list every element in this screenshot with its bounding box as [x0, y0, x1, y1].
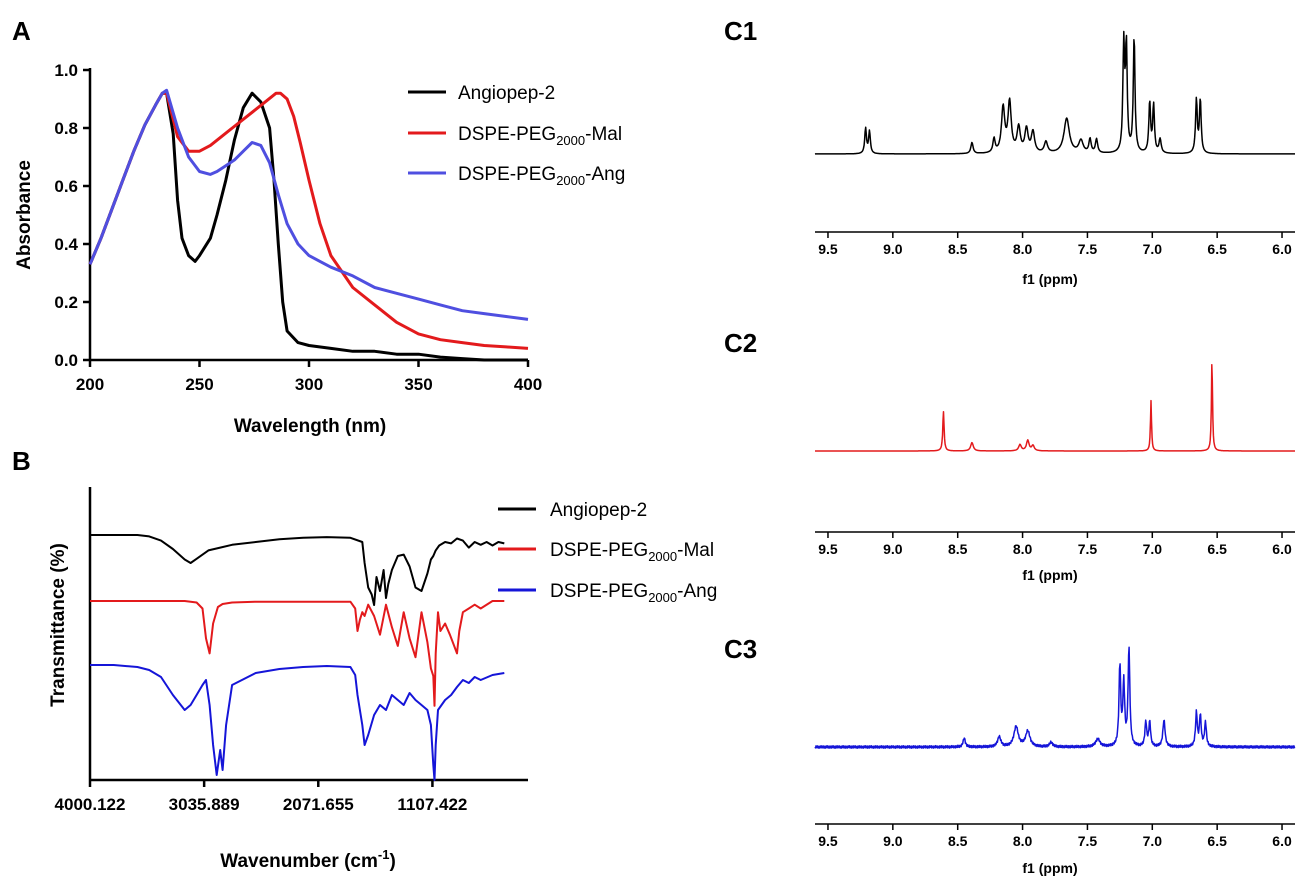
ftir-y-axis-title: Transmittance (%) — [48, 543, 69, 707]
nmr-x-tick-label: 8.0 — [1013, 833, 1033, 849]
nmr-c3-x-axis-title: f1 (ppm) — [1022, 860, 1077, 876]
nmr-x-tick-label: 9.5 — [818, 833, 838, 849]
ftir-x-tick-label: 2071.655 — [283, 795, 354, 814]
nmr-x-tick-label: 6.0 — [1272, 241, 1292, 257]
nmr-c2-spectrum — [814, 363, 1296, 452]
panel-label-b: B — [12, 446, 31, 476]
legend-label-mal: DSPE-PEG2000-Mal — [458, 124, 622, 148]
nmr-c1-trace — [814, 30, 1296, 155]
nmr-x-tick-label: 6.0 — [1272, 833, 1292, 849]
ftir-legend-label-ang: Angiopep-2 — [550, 500, 647, 521]
uv-y-tick-label: 0.0 — [54, 351, 78, 370]
nmr-x-tick-label: 9.5 — [818, 541, 838, 557]
nmr-c1-spectrum — [814, 30, 1296, 155]
ftir-legend: Angiopep-2 DSPE-PEG2000-Mal DSPE-PEG2000… — [498, 500, 717, 605]
uv-axes: 200 250 300 350 400 0.0 0.2 0.4 0.6 0.8 1.0 — [54, 61, 542, 394]
ftir-axes: 4000.122 3035.889 2071.655 1107.422 — [55, 487, 528, 814]
nmr-x-tick-label: 9.5 — [818, 241, 838, 257]
nmr-x-tick-label: 7.5 — [1078, 541, 1098, 557]
nmr-c2-trace — [814, 363, 1296, 452]
nmr-c3-trace — [814, 646, 1296, 749]
uv-y-tick-label: 0.2 — [54, 293, 78, 312]
nmr-x-tick-label: 8.5 — [948, 541, 968, 557]
nmr-x-tick-label: 7.5 — [1078, 241, 1098, 257]
uv-y-axis-title: Absorbance — [14, 160, 35, 270]
nmr-x-tick-label: 9.0 — [883, 241, 903, 257]
nmr-x-tick-label: 7.0 — [1143, 833, 1163, 849]
nmr-c2-x-axis-title: f1 (ppm) — [1022, 567, 1077, 583]
uv-y-tick-label: 1.0 — [54, 61, 78, 80]
nmr-c2-chart: 9.5 9.0 8.5 8.0 7.5 7.0 6.5 6.0 f1 (ppm) — [814, 363, 1296, 583]
nmr-c1-chart: 9.5 9.0 8.5 8.0 7.5 7.0 6.5 6.0 f1 (ppm) — [814, 30, 1296, 287]
ftir-x-axis-title: Wavenumber (cm-1) — [220, 847, 396, 872]
uv-y-tick-label: 0.6 — [54, 177, 78, 196]
nmr-x-tick-label: 6.0 — [1272, 541, 1292, 557]
nmr-x-tick-label: 7.0 — [1143, 541, 1163, 557]
nmr-x-tick-label: 9.0 — [883, 541, 903, 557]
ftir-series-dang — [90, 664, 505, 781]
ftir-series-mal — [90, 600, 505, 707]
nmr-c3-spectrum — [814, 646, 1296, 749]
ftir-chart: 4000.122 3035.889 2071.655 1107.422 Wavenum… — [48, 487, 717, 872]
uv-x-tick-label: 350 — [404, 375, 432, 394]
panel-label-c2: C2 — [724, 328, 757, 358]
nmr-x-tick-label: 9.0 — [883, 833, 903, 849]
nmr-c1-axes: 9.5 9.0 8.5 8.0 7.5 7.0 6.5 6.0 — [815, 231, 1295, 257]
legend-label-ang: Angiopep-2 — [458, 83, 555, 104]
nmr-x-tick-label: 6.5 — [1207, 541, 1227, 557]
uv-x-tick-label: 250 — [185, 375, 213, 394]
ftir-x-tick-label: 3035.889 — [169, 795, 240, 814]
ftir-legend-label-dang: DSPE-PEG2000-Ang — [550, 581, 717, 605]
ftir-x-tick-label: 4000.122 — [55, 795, 126, 814]
uv-series-dang — [88, 88, 529, 321]
panel-label-a: A — [12, 16, 31, 46]
nmr-c1-x-axis-title: f1 (ppm) — [1022, 271, 1077, 287]
nmr-x-tick-label: 8.5 — [948, 241, 968, 257]
nmr-c2-axes: 9.5 9.0 8.5 8.0 7.5 7.0 6.5 6.0 — [815, 531, 1295, 557]
ftir-series-ang — [90, 534, 505, 606]
uv-x-tick-label: 200 — [76, 375, 104, 394]
uv-x-tick-label: 400 — [514, 375, 542, 394]
ftir-series — [90, 534, 505, 781]
nmr-c3-axes: 9.5 9.0 8.5 8.0 7.5 7.0 6.5 6.0 — [815, 823, 1295, 849]
uv-x-axis-title: Wavelength (nm) — [234, 416, 386, 437]
uv-y-tick-label: 0.8 — [54, 119, 78, 138]
nmr-x-tick-label: 8.0 — [1013, 241, 1033, 257]
nmr-x-tick-label: 7.5 — [1078, 833, 1098, 849]
uv-series — [88, 88, 529, 362]
ftir-x-tick-label: 1107.422 — [397, 795, 467, 814]
nmr-c3-chart: 9.5 9.0 8.5 8.0 7.5 7.0 6.5 6.0 f1 (ppm) — [814, 646, 1296, 876]
panel-label-c1: C1 — [724, 16, 757, 46]
nmr-x-tick-label: 7.0 — [1143, 241, 1163, 257]
uv-y-tick-label: 0.4 — [54, 235, 78, 254]
uv-absorbance-chart: 200 250 300 350 400 0.0 0.2 0.4 0.6 0.8 1.0 Wavele… — [14, 61, 625, 437]
uv-x-tick-label: 300 — [295, 375, 323, 394]
nmr-x-tick-label: 6.5 — [1207, 833, 1227, 849]
uv-legend: Angiopep-2 DSPE-PEG2000-Mal DSPE-PEG2000… — [408, 83, 625, 188]
panel-label-c3: C3 — [724, 634, 757, 664]
nmr-x-tick-label: 8.0 — [1013, 541, 1033, 557]
nmr-x-tick-label: 8.5 — [948, 833, 968, 849]
legend-label-dang: DSPE-PEG2000-Ang — [458, 164, 625, 188]
nmr-x-tick-label: 6.5 — [1207, 241, 1227, 257]
ftir-legend-label-mal: DSPE-PEG2000-Mal — [550, 540, 714, 564]
